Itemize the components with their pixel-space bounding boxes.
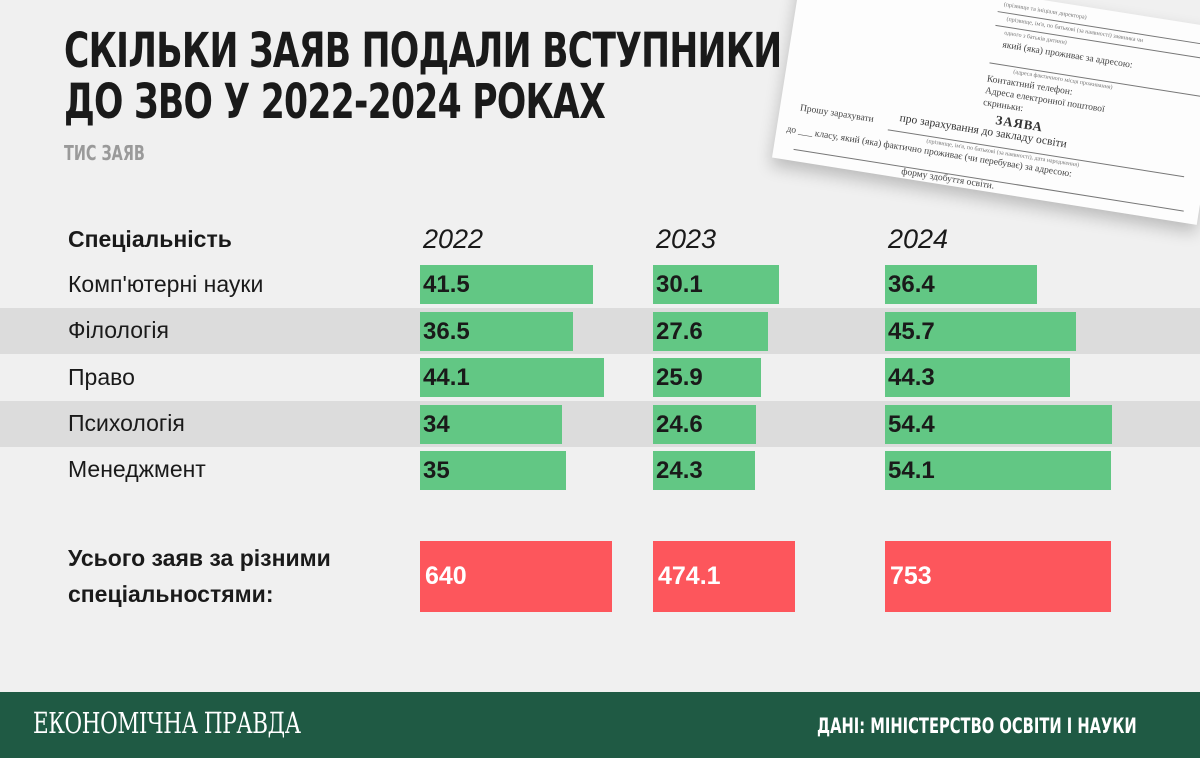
bar-value-label: 36.5 (423, 318, 470, 345)
bar-value-label: 24.6 (656, 411, 703, 438)
bar-2022-2 (420, 312, 573, 351)
column-header-year: 2022 (423, 224, 484, 254)
bar-2022-1 (420, 265, 593, 304)
bar-2024-4 (885, 405, 1112, 444)
bar-value-label: 45.7 (888, 318, 935, 345)
bar-2024-5 (885, 451, 1111, 490)
total-box-2024 (885, 541, 1111, 612)
specialty-label: Філологія (68, 317, 169, 343)
bar-2023-2 (653, 312, 768, 351)
specialty-label: Менеджмент (68, 456, 206, 482)
bar-value-label: 35 (423, 457, 450, 484)
bar-2022-5 (420, 451, 566, 490)
specialty-label: Психологія (68, 410, 185, 436)
data-source: ДАНІ: МІНІСТЕРСТВО ОСВІТИ І НАУКИ (817, 714, 1137, 738)
bar-2023-4 (653, 405, 756, 444)
bar-value-label: 24.3 (656, 457, 703, 484)
bar-value-label: 25.9 (656, 364, 703, 391)
specialty-label: Комп'ютерні науки (68, 271, 264, 297)
bar-value-label: 34 (423, 411, 450, 438)
bar-value-label: 54.1 (888, 457, 935, 484)
bar-value-label: 27.6 (656, 318, 703, 345)
totals-label: Усього заяв за різними спеціальностями: (68, 540, 331, 612)
title-line-1: Скільки заяв подали вступники (64, 23, 782, 79)
bar-2023-1 (653, 265, 779, 304)
bar-value-label: 44.3 (888, 364, 935, 391)
totals-label-line: Усього заяв за різними (68, 545, 331, 571)
bar-value-label: 36.4 (888, 271, 935, 298)
total-value-label: 640 (425, 562, 467, 590)
total-box-2023 (653, 541, 795, 612)
chart-title: Скільки заяв подали вступники до ЗВО у 2… (64, 23, 782, 130)
bar-value-label: 30.1 (656, 271, 703, 298)
bar-value-label: 54.4 (888, 411, 935, 438)
bar-2022-4 (420, 405, 562, 444)
bar-2024-3 (885, 358, 1070, 397)
specialty-label: Право (68, 364, 135, 390)
title-line-2: до ЗВО у 2022-2024 роках (64, 74, 606, 130)
totals-label-line: спеціальностями: (68, 581, 274, 607)
total-box-2022 (420, 541, 612, 612)
bar-2022-3 (420, 358, 604, 397)
bar-value-label: 44.1 (423, 364, 470, 391)
total-value-label: 753 (890, 562, 932, 590)
column-header-year: 2023 (656, 224, 717, 254)
column-header-specialty: Спеціальність (68, 226, 232, 252)
bar-2023-3 (653, 358, 761, 397)
bar-2024-1 (885, 265, 1037, 304)
bar-value-label: 41.5 (423, 271, 470, 298)
bar-2023-5 (653, 451, 755, 490)
brand-logo: ЕКОНОМІЧНА ПРАВДА (33, 706, 301, 740)
total-value-label: 474.1 (658, 562, 721, 590)
column-header-year: 2024 (888, 224, 949, 254)
chart-unit-subtitle: ТИС ЗАЯВ (64, 141, 145, 165)
bar-2024-2 (885, 312, 1076, 351)
footer-bar: ЕКОНОМІЧНА ПРАВДА ДАНІ: МІНІСТЕРСТВО ОСВ… (0, 692, 1200, 758)
